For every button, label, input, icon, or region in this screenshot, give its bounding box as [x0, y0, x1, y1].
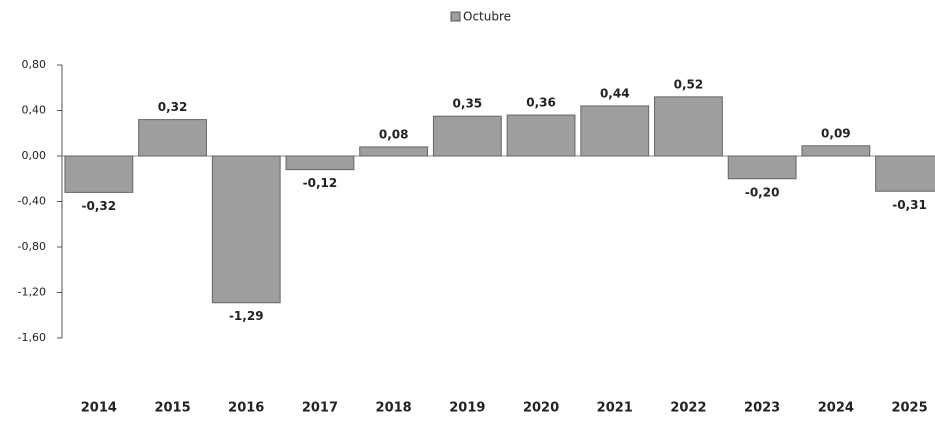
value-label: 0,09 — [821, 126, 851, 140]
x-tick-label: 2020 — [523, 401, 559, 416]
legend-swatch — [450, 11, 461, 22]
bar — [359, 146, 429, 157]
y-tick-label: 0,40 — [22, 104, 47, 117]
bar — [285, 155, 355, 171]
y-tick-label: 0,80 — [22, 58, 47, 71]
y-tick-label: -1,60 — [18, 331, 46, 344]
value-label: 0,36 — [526, 96, 556, 110]
x-tick-label: 2022 — [670, 401, 706, 416]
value-label: -0,20 — [745, 185, 780, 199]
x-tick-label: 2025 — [891, 401, 927, 416]
x-tick-label: 2024 — [818, 401, 854, 416]
x-tick-label: 2023 — [744, 401, 780, 416]
bar — [506, 114, 576, 157]
bar — [654, 96, 723, 157]
x-tick-label: 2015 — [154, 401, 190, 416]
value-label: 0,52 — [674, 77, 704, 91]
value-label: 0,44 — [600, 86, 630, 100]
x-tick-label: 2019 — [449, 401, 485, 416]
legend-label: Octubre — [463, 10, 511, 24]
x-tick-label: 2021 — [597, 401, 633, 416]
x-tick-label: 2014 — [81, 401, 117, 416]
value-label: 0,35 — [453, 97, 483, 111]
value-label: 0,32 — [158, 100, 188, 114]
bar — [138, 119, 207, 157]
value-label: -0,12 — [303, 176, 338, 190]
x-tick-label: 2016 — [228, 401, 264, 416]
y-tick-label: 0,00 — [22, 149, 47, 162]
y-tick-label: -0,40 — [18, 195, 46, 208]
value-label: -1,29 — [229, 309, 264, 323]
value-label: -0,32 — [82, 199, 117, 213]
value-label: 0,08 — [379, 127, 409, 141]
x-tick-label: 2018 — [376, 401, 412, 416]
bar — [801, 145, 871, 157]
bar — [580, 105, 650, 157]
bar — [432, 115, 502, 157]
bar — [875, 155, 935, 192]
bar — [727, 155, 797, 180]
value-label: -0,31 — [892, 198, 927, 212]
y-tick-label: -1,20 — [18, 286, 46, 299]
bar — [64, 155, 134, 193]
bar — [211, 155, 281, 304]
y-tick-label: -0,80 — [18, 240, 46, 253]
x-tick-label: 2017 — [302, 401, 338, 416]
